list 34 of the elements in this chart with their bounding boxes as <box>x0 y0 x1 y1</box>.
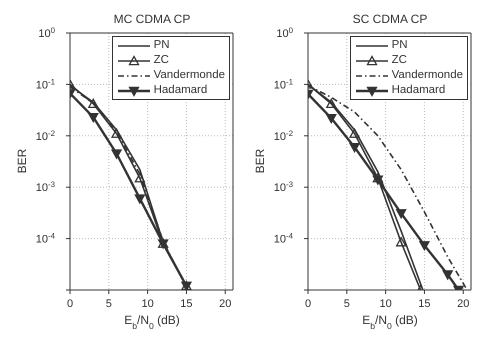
y-tick-label: 10$^{-3}$ <box>274 180 294 194</box>
y-tick-label: 10$^{-3}$ <box>36 180 56 194</box>
legend-label: Hadamard <box>392 83 446 98</box>
legend-label: Vandermonde <box>392 68 463 83</box>
y-tick-label: 10$^{-2}$ <box>274 128 293 143</box>
y-tick-label: 10$^{-2}$ <box>36 128 55 143</box>
legend-label: PN <box>154 38 170 53</box>
legend-label: ZC <box>154 53 169 68</box>
x-tick-label: 0 <box>66 298 74 310</box>
x-tick-label: 0 <box>304 298 312 310</box>
x-tick-label: 15 <box>180 298 193 310</box>
legend-label: PN <box>392 38 408 53</box>
legend-label: ZC <box>392 53 407 68</box>
chart-title: MC CDMA CP <box>112 12 192 26</box>
x-axis-title: E$_{b}$/N$_{0}$ (dB) <box>124 313 180 331</box>
y-tick-label: 10$^{0}$ <box>38 26 56 40</box>
x-tick-label: 20 <box>457 298 470 310</box>
y-tick-label: 10$^{-4}$ <box>36 231 56 246</box>
x-tick-label: 10 <box>141 298 154 310</box>
y-axis-title: BER <box>15 148 29 174</box>
y-tick-label: 10$^{-1}$ <box>274 76 294 92</box>
x-tick-label: 20 <box>219 298 232 310</box>
y-tick-label: 10$^{0}$ <box>276 26 294 40</box>
legend-label: Vandermonde <box>154 68 225 83</box>
x-tick-label: 10 <box>379 298 392 310</box>
legend-label: Hadamard <box>154 83 208 98</box>
y-axis-title: BER <box>253 148 267 174</box>
x-tick-label: 5 <box>106 298 112 310</box>
x-tick-label: 5 <box>344 298 350 310</box>
y-tick-label: 10$^{-4}$ <box>274 231 294 246</box>
x-tick-label: 15 <box>418 298 431 310</box>
y-tick-label: 10$^{-1}$ <box>36 76 56 92</box>
chart-title: SC CDMA CP <box>352 12 428 26</box>
x-axis-title: E$_{b}$/N$_{0}$ (dB) <box>362 313 418 331</box>
